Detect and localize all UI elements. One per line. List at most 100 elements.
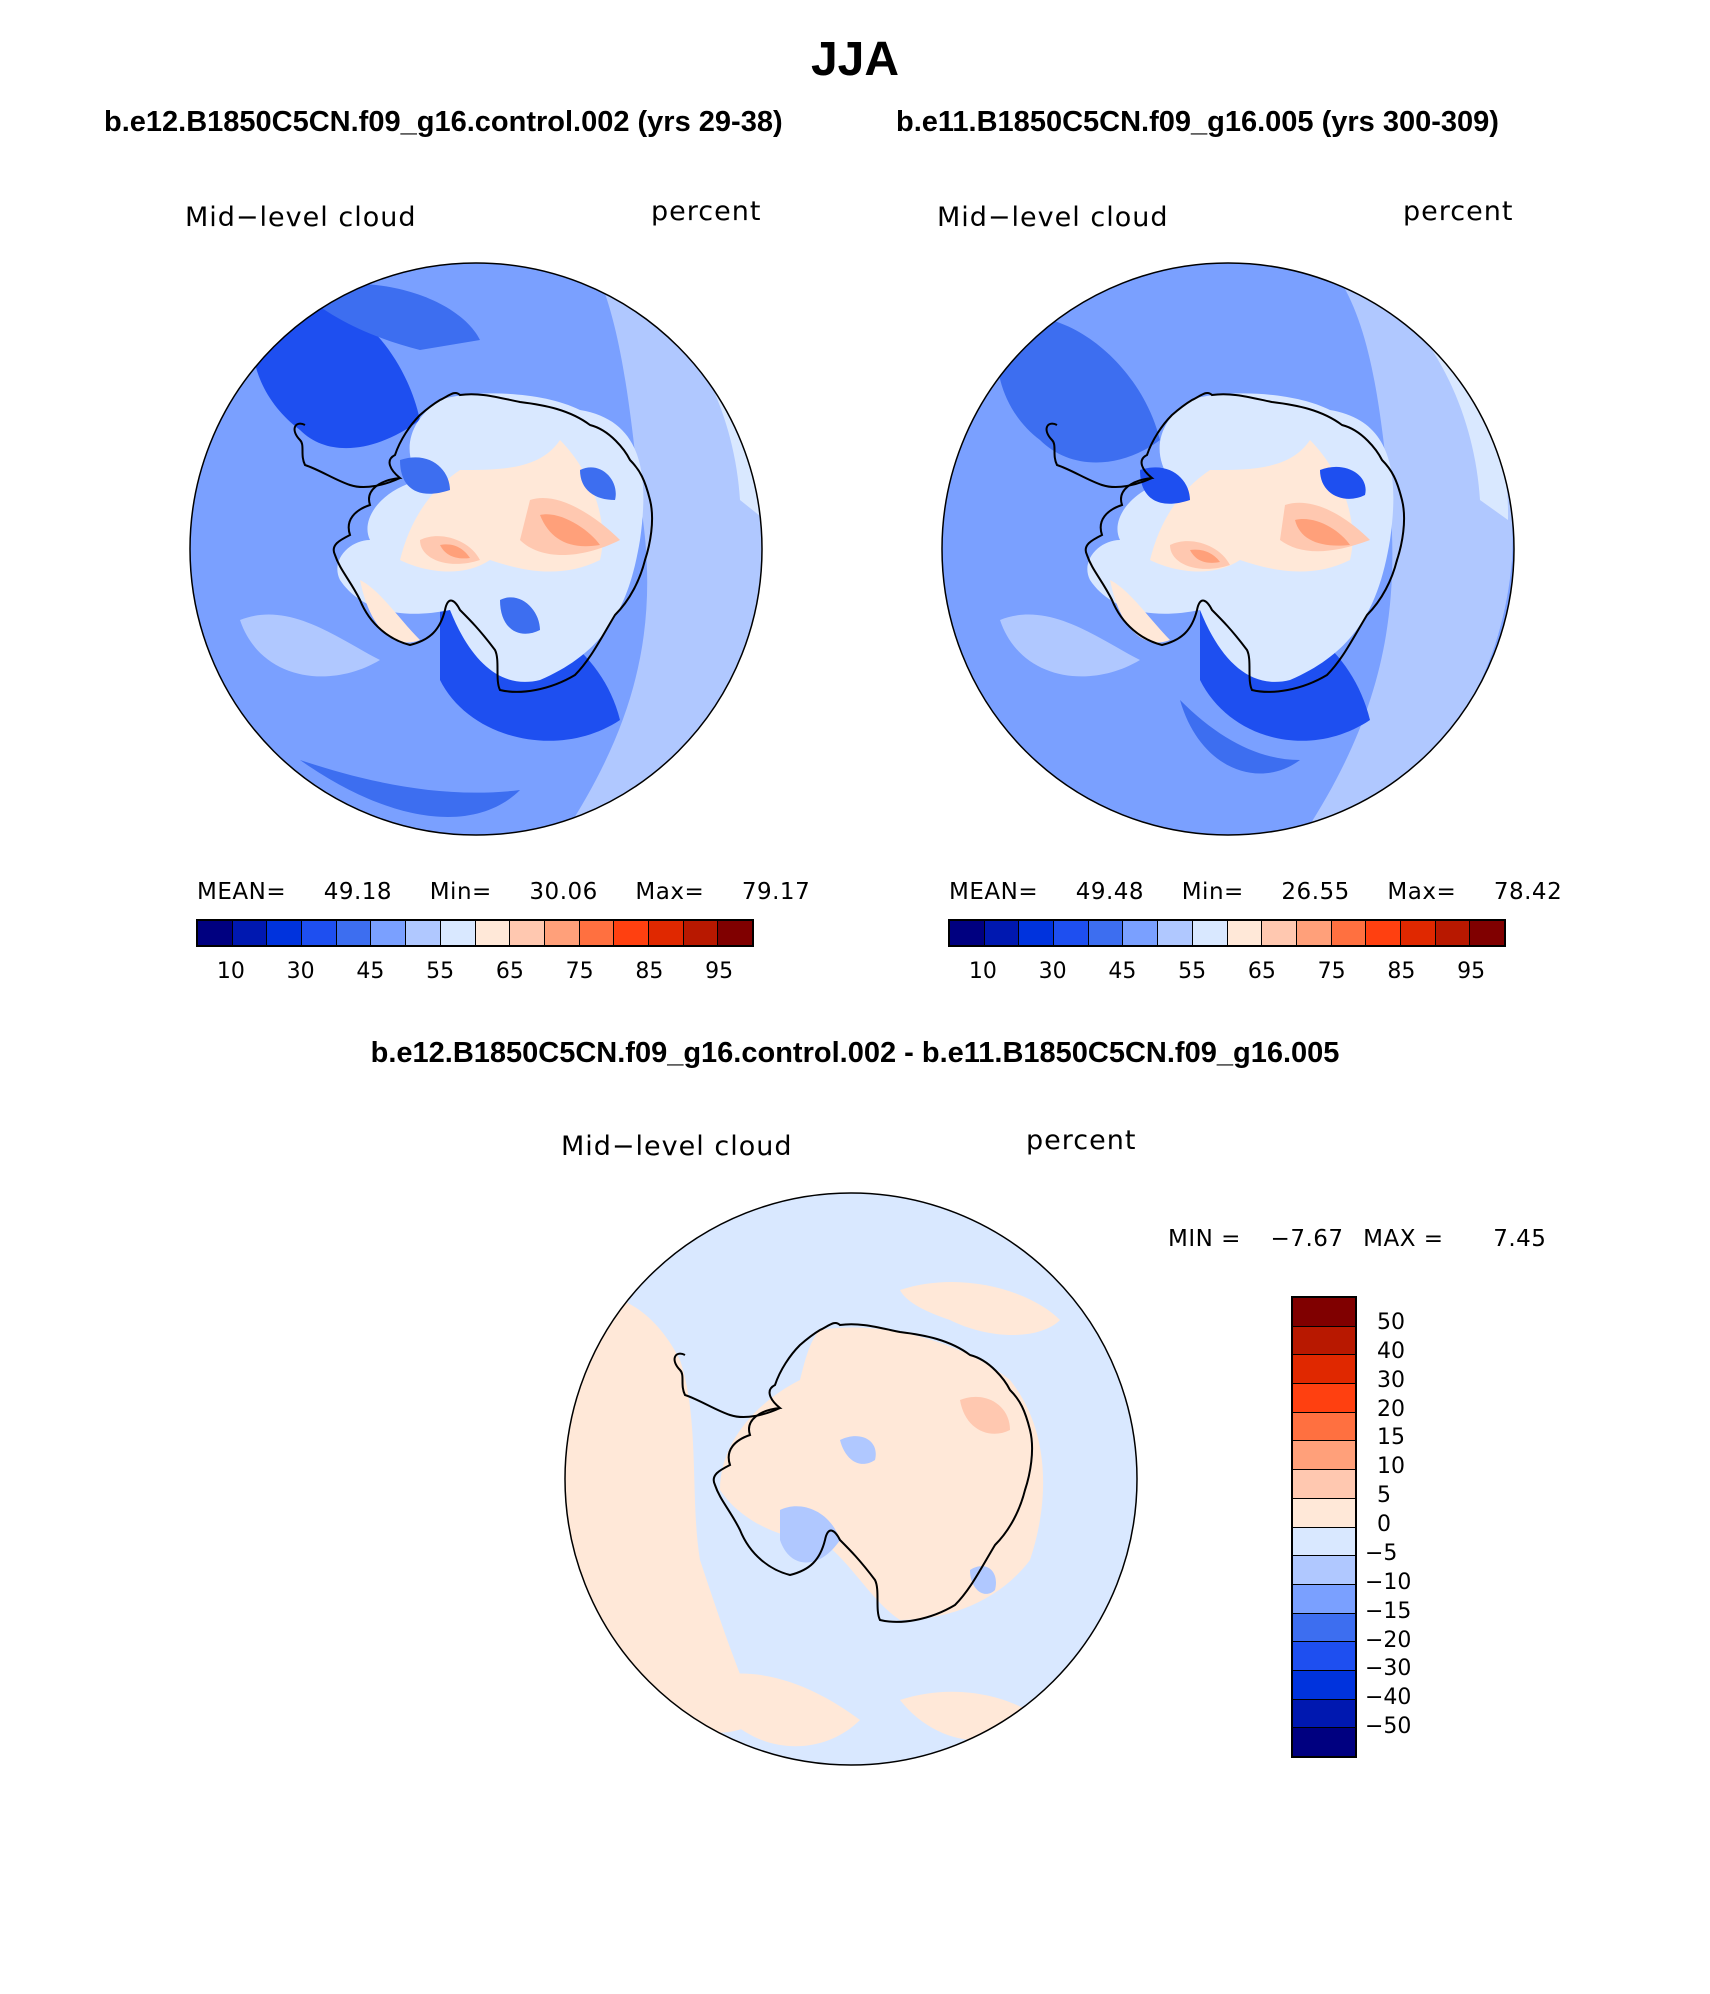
colorbar-cell [475, 921, 511, 945]
panel2-min-label: Min= [1181, 879, 1244, 905]
colorbar-cell [1293, 1412, 1355, 1442]
colorbar-cell [1293, 1556, 1355, 1585]
panel1-min-value: 30.06 [529, 879, 598, 905]
colorbar-tick-label: −50 [1365, 1714, 1412, 1740]
panel2-mean-label: MEAN= [949, 879, 1039, 905]
panel2-field [942, 263, 1514, 835]
colorbar-tick-label: 30 [1377, 1367, 1405, 1393]
colorbar-tick-label: 0 [1377, 1512, 1391, 1537]
colorbar-tick-label: 10 [216, 959, 245, 984]
colorbar-tick-label: 10 [968, 959, 997, 984]
colorbar-cell [1470, 921, 1504, 945]
colorbar-cell [1293, 1470, 1355, 1499]
colorbar-cell [198, 921, 233, 945]
figure-title: JJA [810, 33, 900, 86]
colorbar-tick-label: 95 [1457, 959, 1486, 984]
colorbar-tick-label: 75 [565, 959, 594, 984]
panel1-mean-value: 49.18 [323, 879, 393, 905]
colorbar-tick-label: −30 [1365, 1656, 1412, 1682]
panel1-stats: MEAN= 49.18 Min= 30.06 Max= 79.17 [197, 879, 810, 905]
p1-interior-blue [400, 457, 616, 634]
colorbar-tick-label: −5 [1365, 1540, 1398, 1566]
panel2-units-label: percent [1403, 196, 1514, 227]
colorbar-cell [440, 921, 476, 945]
p2-peak [1190, 519, 1350, 563]
colorbar-tick-label: 55 [1178, 959, 1207, 984]
colorbar-cell [1293, 1298, 1355, 1327]
d-coastline [712, 1321, 1034, 1623]
colorbar-cell [1158, 921, 1193, 945]
colorbar-cell [1293, 1670, 1355, 1700]
right-case-title: b.e11.B1850C5CN.f09_g16.005 (yrs 300-309… [896, 106, 1499, 138]
p1-coastline [332, 391, 654, 693]
colorbar-tick-label: 45 [356, 959, 385, 984]
panel2-colorbar [948, 919, 1506, 947]
p1-map-boundary [189, 262, 763, 836]
colorbar-cell [984, 921, 1020, 945]
p1-peninsula [293, 422, 401, 488]
colorbar-tick-label: 30 [1038, 959, 1067, 984]
colorbar-tick-label: 65 [1247, 959, 1276, 984]
colorbar-cell [1293, 1498, 1355, 1528]
colorbar-tick-label: 85 [635, 959, 664, 984]
d-northeast-pos [900, 1281, 1060, 1335]
colorbar-tick-label: 65 [495, 959, 524, 984]
colorbar-cell [1123, 921, 1159, 945]
d-interior-pos2 [960, 1396, 1010, 1434]
colorbar-cell [718, 921, 752, 945]
colorbar-cell [1293, 1728, 1355, 1756]
colorbar-cell [267, 921, 303, 945]
d-map-boundary [564, 1192, 1138, 1766]
diff-title: b.e12.B1850C5CN.f09_g16.control.002 - b.… [370, 1037, 1340, 1069]
p2-coastline [1084, 391, 1406, 693]
colorbar-tick-label: 45 [1108, 959, 1137, 984]
colorbar-cell [648, 921, 684, 945]
colorbar-cell [1293, 1441, 1355, 1471]
panel1-min-label: Min= [429, 879, 492, 905]
colorbar-cell [1366, 921, 1401, 945]
colorbar-tick-label: 95 [705, 959, 734, 984]
colorbar-tick-label: 50 [1377, 1309, 1405, 1335]
panel1-mean-label: MEAN= [197, 879, 287, 905]
panel2-variable-label: Mid−level cloud [937, 202, 1169, 233]
colorbar-tick-label: 85 [1387, 959, 1416, 984]
colorbar-cell [1019, 921, 1055, 945]
diff-field [565, 1193, 1137, 1765]
p1-peak [440, 514, 600, 559]
d-south-pos [700, 1673, 1040, 1747]
colorbar-cell [371, 921, 407, 945]
colorbar-cell [1293, 1613, 1355, 1643]
panel2-stats: MEAN= 49.48 Min= 26.55 Max= 78.42 [949, 879, 1562, 905]
panel2-max-label: Max= [1387, 879, 1457, 905]
colorbar-cell [544, 921, 580, 945]
panel1-units-label: percent [651, 196, 762, 227]
p1-south-dark2 [300, 760, 520, 818]
colorbar-cell [1293, 1584, 1355, 1614]
diff-min-label: MIN = [1168, 1226, 1241, 1252]
colorbar-cell [1293, 1384, 1355, 1413]
panel1-max-label: Max= [635, 879, 705, 905]
diff-max-label: MAX = [1363, 1226, 1444, 1252]
colorbar-tick-label: −40 [1365, 1685, 1412, 1711]
colorbar-tick-label: −15 [1365, 1598, 1412, 1624]
colorbar-cell [1192, 921, 1228, 945]
p2-ridge [1170, 502, 1370, 569]
colorbar-tick-label: 15 [1377, 1425, 1405, 1451]
colorbar-cell [336, 921, 372, 945]
p1-north-dark [300, 283, 480, 350]
colorbar-cell [1088, 921, 1124, 945]
p2-west-dark [996, 316, 1160, 463]
p2-east-lighter [1380, 290, 1509, 520]
colorbar-cell [302, 921, 337, 945]
diff-units-label: percent [1026, 1125, 1137, 1156]
panel1-max-value: 79.17 [741, 879, 811, 905]
colorbar-cell [1293, 1527, 1355, 1557]
colorbar-tick-label: 55 [426, 959, 455, 984]
panel2-mean-value: 49.48 [1075, 879, 1145, 905]
colorbar-cell [614, 921, 649, 945]
colorbar-tick-label: 40 [1377, 1338, 1405, 1364]
colorbar-tick-label: 30 [286, 959, 315, 984]
colorbar-cell [1331, 921, 1367, 945]
colorbar-tick-label: 5 [1377, 1483, 1391, 1509]
